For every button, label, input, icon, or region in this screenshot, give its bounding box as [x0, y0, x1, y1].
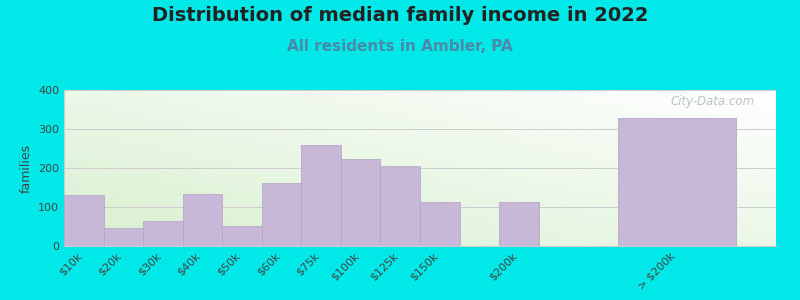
- Bar: [341, 159, 381, 246]
- Bar: [420, 202, 459, 246]
- Text: Distribution of median family income in 2022: Distribution of median family income in …: [152, 6, 648, 25]
- Bar: [103, 228, 143, 246]
- Y-axis label: families: families: [19, 143, 33, 193]
- Text: City-Data.com: City-Data.com: [670, 95, 754, 108]
- Text: All residents in Ambler, PA: All residents in Ambler, PA: [287, 39, 513, 54]
- Bar: [143, 221, 182, 246]
- Bar: [618, 118, 737, 246]
- Bar: [499, 202, 538, 246]
- Bar: [222, 226, 262, 246]
- Bar: [381, 167, 420, 246]
- Bar: [302, 146, 341, 246]
- Bar: [182, 194, 222, 246]
- Bar: [262, 183, 302, 246]
- Bar: [64, 195, 103, 246]
